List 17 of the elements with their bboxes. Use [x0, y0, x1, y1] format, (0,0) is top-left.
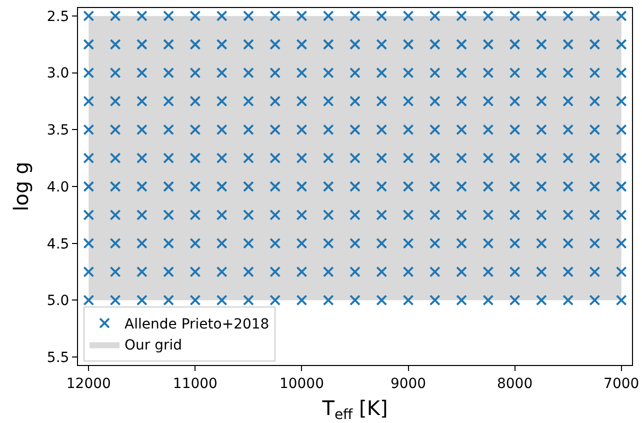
x-tick-label: 7000	[604, 376, 640, 392]
y-tick-label: 3.5	[46, 122, 70, 139]
legend-label: Allende Prieto+2018	[124, 316, 270, 332]
x-axis-title: T$_{eff}$ [K]	[321, 396, 388, 423]
y-tick-label: 4.5	[46, 236, 70, 252]
x-tick-label: 9000	[390, 376, 426, 392]
legend-label: Our grid	[124, 338, 182, 354]
y-axis-title: log g	[9, 162, 33, 212]
y-tick-label: 3.0	[46, 66, 70, 82]
x-tick-label: 12000	[66, 376, 111, 392]
x-tick-label: 11000	[172, 376, 218, 392]
y-tick-label: 5.0	[46, 293, 70, 310]
y-tick-label: 2.5	[46, 8, 70, 25]
y-tick-label: 4.0	[46, 179, 70, 196]
x-tick-label: 8000	[496, 376, 533, 392]
y-tick-label: 5.5	[46, 350, 70, 366]
x-tick-label: 10000	[279, 376, 324, 392]
